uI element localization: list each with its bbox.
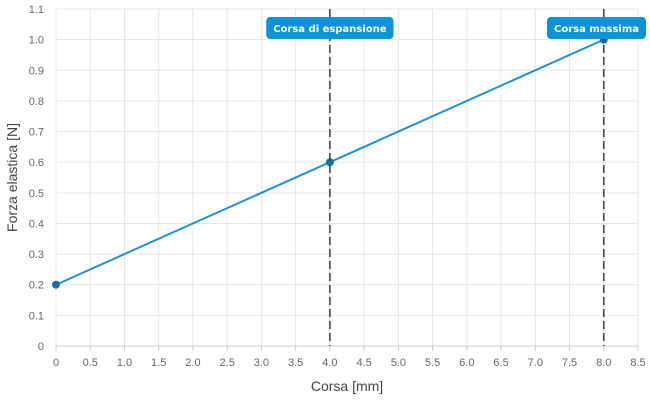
x-tick-label: 0 xyxy=(53,357,59,369)
x-tick-label: 2.5 xyxy=(220,357,235,369)
x-tick-label: 1.5 xyxy=(151,357,166,369)
y-tick-label: 0 xyxy=(38,341,44,353)
x-tick-label: 2.0 xyxy=(185,357,200,369)
y-tick-label: 1.1 xyxy=(29,4,44,16)
annotation-label: Corsa di espansione xyxy=(266,17,394,39)
annotation-label: Corsa massima xyxy=(547,17,646,39)
annotations: Corsa di espansione Corsa massima xyxy=(266,9,646,346)
x-tick-label: 8.0 xyxy=(596,357,611,369)
y-tick-label: 0.8 xyxy=(29,96,44,108)
grid xyxy=(55,8,639,347)
tick-labels: 0 0.5 1.0 1.5 2.0 2.5 3.0 3.5 4.0 4.5 5.0 5.5 6.0 6.5… xyxy=(29,4,646,369)
x-tick-label: 6.5 xyxy=(493,357,508,369)
y-tick-label: 0.3 xyxy=(29,249,44,261)
x-tick-label: 4.0 xyxy=(322,357,337,369)
x-tick-label: 4.5 xyxy=(356,357,371,369)
y-tick-label: 0.4 xyxy=(29,218,44,230)
x-tick-label: 7.0 xyxy=(528,357,543,369)
x-tick-label: 3.0 xyxy=(254,357,269,369)
x-axis-title: Corsa [mm] xyxy=(311,378,383,394)
x-tick-label: 1.0 xyxy=(117,357,132,369)
x-tick-label: 7.5 xyxy=(562,357,577,369)
annotation-label-text: Corsa massima xyxy=(554,24,639,35)
y-tick-label: 0.7 xyxy=(29,127,44,139)
y-tick-label: 0.2 xyxy=(29,280,44,292)
x-tick-label: 5.0 xyxy=(391,357,406,369)
annotation-label-box xyxy=(547,17,646,39)
y-tick-label: 0.6 xyxy=(29,157,44,169)
x-tick-label: 3.5 xyxy=(288,357,303,369)
x-tick-label: 5.5 xyxy=(425,357,440,369)
y-tick-label: 0.5 xyxy=(29,188,44,200)
y-tick-label: 0.1 xyxy=(29,310,44,322)
x-tick-label: 8.5 xyxy=(630,357,645,369)
x-tick-label: 0.5 xyxy=(83,357,98,369)
annotation-label-text: Corsa di espansione xyxy=(273,24,387,35)
data-point xyxy=(52,280,60,289)
x-tick-label: 6.0 xyxy=(459,357,474,369)
y-tick-label: 0.9 xyxy=(29,65,44,77)
y-tick-label: 1.0 xyxy=(29,35,44,47)
annotation-label-box xyxy=(266,17,394,39)
axes xyxy=(55,345,639,351)
y-axis-title: Forza elastica [N] xyxy=(4,123,20,232)
